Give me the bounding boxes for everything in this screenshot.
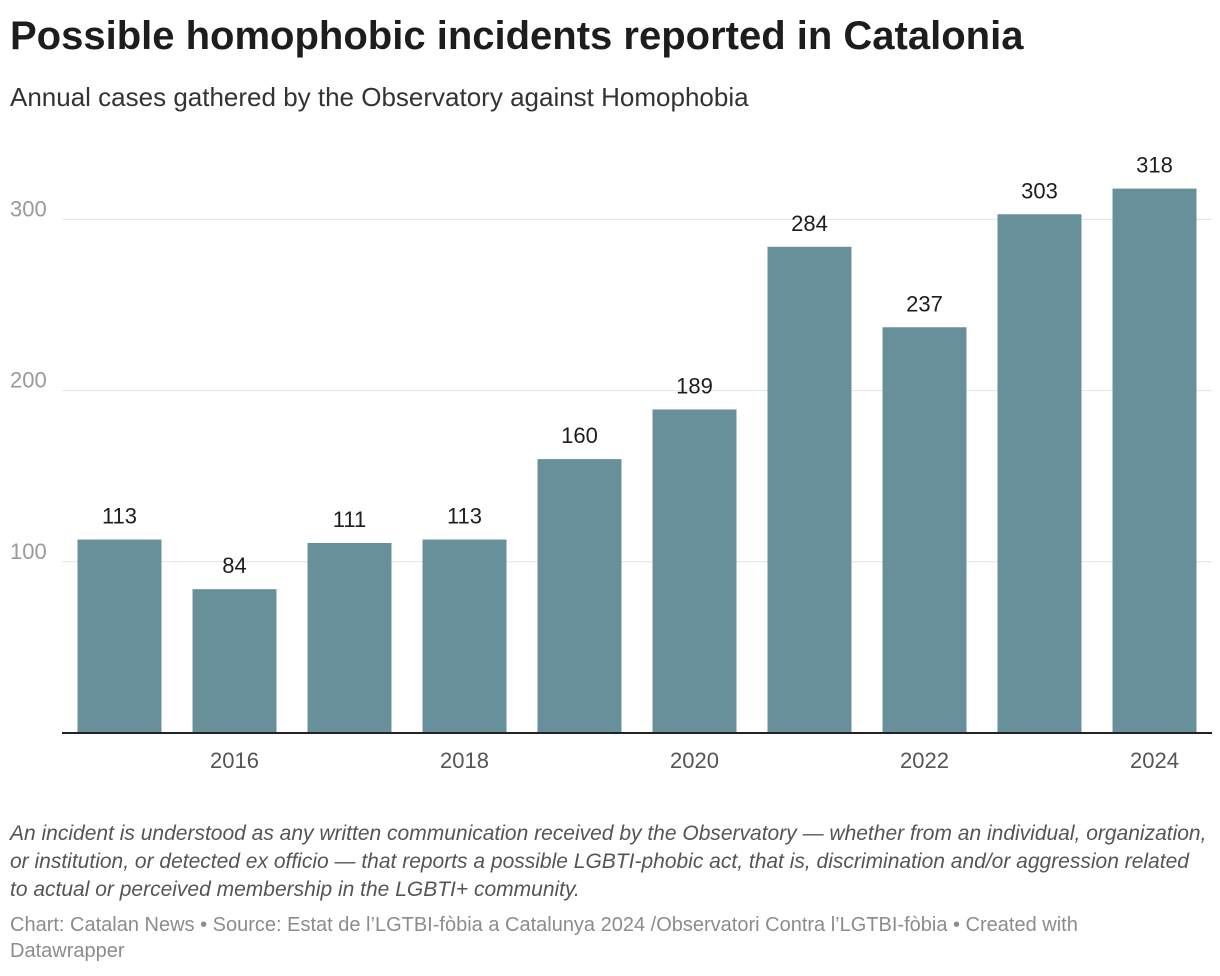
chart-title: Possible homophobic incidents reported i… [10,14,1024,58]
axes: 2016 2018 2020 2022 2024 [62,732,1212,773]
value-label-2023: 303 [1021,178,1058,203]
x-tick-label-2022: 2022 [900,748,949,773]
x-tick-label-2024: 2024 [1130,748,1179,773]
bar-2018 [422,539,507,733]
value-label-2015: 113 [102,504,137,529]
value-label-2021: 284 [791,211,828,236]
value-labels: 113 84 111 113 160 189 284 237 303 318 [102,153,1173,579]
chart-note: An incident is understood as any written… [10,822,1207,901]
bar-2016 [192,589,277,733]
value-label-2024: 318 [1136,153,1173,178]
value-label-2019: 160 [561,423,598,448]
y-tick-label-100: 100 [10,539,47,564]
bars [77,188,1197,734]
value-label-2022: 237 [906,291,943,316]
chart-footer: Chart: Catalan News • Source: Estat de l… [10,914,1078,962]
bar-2020 [652,409,737,733]
bar-2017 [307,542,392,733]
bar-2023 [997,214,1082,733]
value-label-2017: 111 [333,507,366,532]
bar-2022 [882,327,967,733]
bar-2019 [537,459,622,733]
value-label-2018: 113 [447,504,482,529]
value-label-2020: 189 [676,373,713,398]
y-tick-label-200: 200 [10,368,47,393]
bar-2021 [767,246,852,733]
y-tick-label-300: 300 [10,196,47,221]
x-tick-label-2018: 2018 [440,748,489,773]
x-tick-label-2020: 2020 [670,748,719,773]
chart-subtitle: Annual cases gathered by the Observatory… [10,82,749,112]
bar-2024 [1112,188,1197,734]
bar-2015 [77,539,162,733]
x-tick-label-2016: 2016 [210,748,259,773]
value-label-2016: 84 [222,553,246,578]
